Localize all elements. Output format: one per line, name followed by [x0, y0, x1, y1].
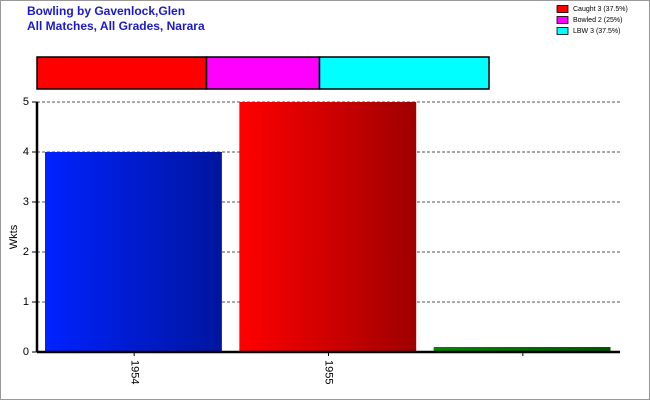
- y-axis-label: Wkts: [8, 224, 20, 249]
- legend-label: Caught 3 (37.5%): [573, 6, 628, 13]
- chart-subtitle: All Matches, All Grades, Narara: [27, 19, 205, 33]
- bar-shade: [433, 347, 611, 352]
- legend-label: LBW 3 (37.5%): [573, 28, 620, 35]
- x-tick-label: 1954: [128, 360, 140, 384]
- y-tick-label: 3: [23, 196, 29, 208]
- legend-swatch: [556, 16, 569, 24]
- y-tick-label: 2: [23, 246, 29, 258]
- share-segment: [318, 56, 490, 90]
- y-tick-label: 1: [23, 296, 29, 308]
- bar-shade: [239, 102, 417, 352]
- y-tick-label: 4: [23, 146, 29, 158]
- legend-label: Bowled 2 (25%): [573, 17, 622, 24]
- share-segment: [36, 56, 208, 90]
- bar-shade: [45, 152, 222, 352]
- share-segment: [205, 56, 321, 90]
- legend-swatch: [556, 5, 569, 13]
- x-tick-label: 1955: [323, 360, 335, 384]
- y-tick-label: 5: [23, 96, 29, 108]
- y-tick-label: 0: [23, 346, 29, 358]
- legend-swatch: [556, 27, 569, 35]
- chart-title: Bowling by Gavenlock,Glen: [27, 4, 185, 18]
